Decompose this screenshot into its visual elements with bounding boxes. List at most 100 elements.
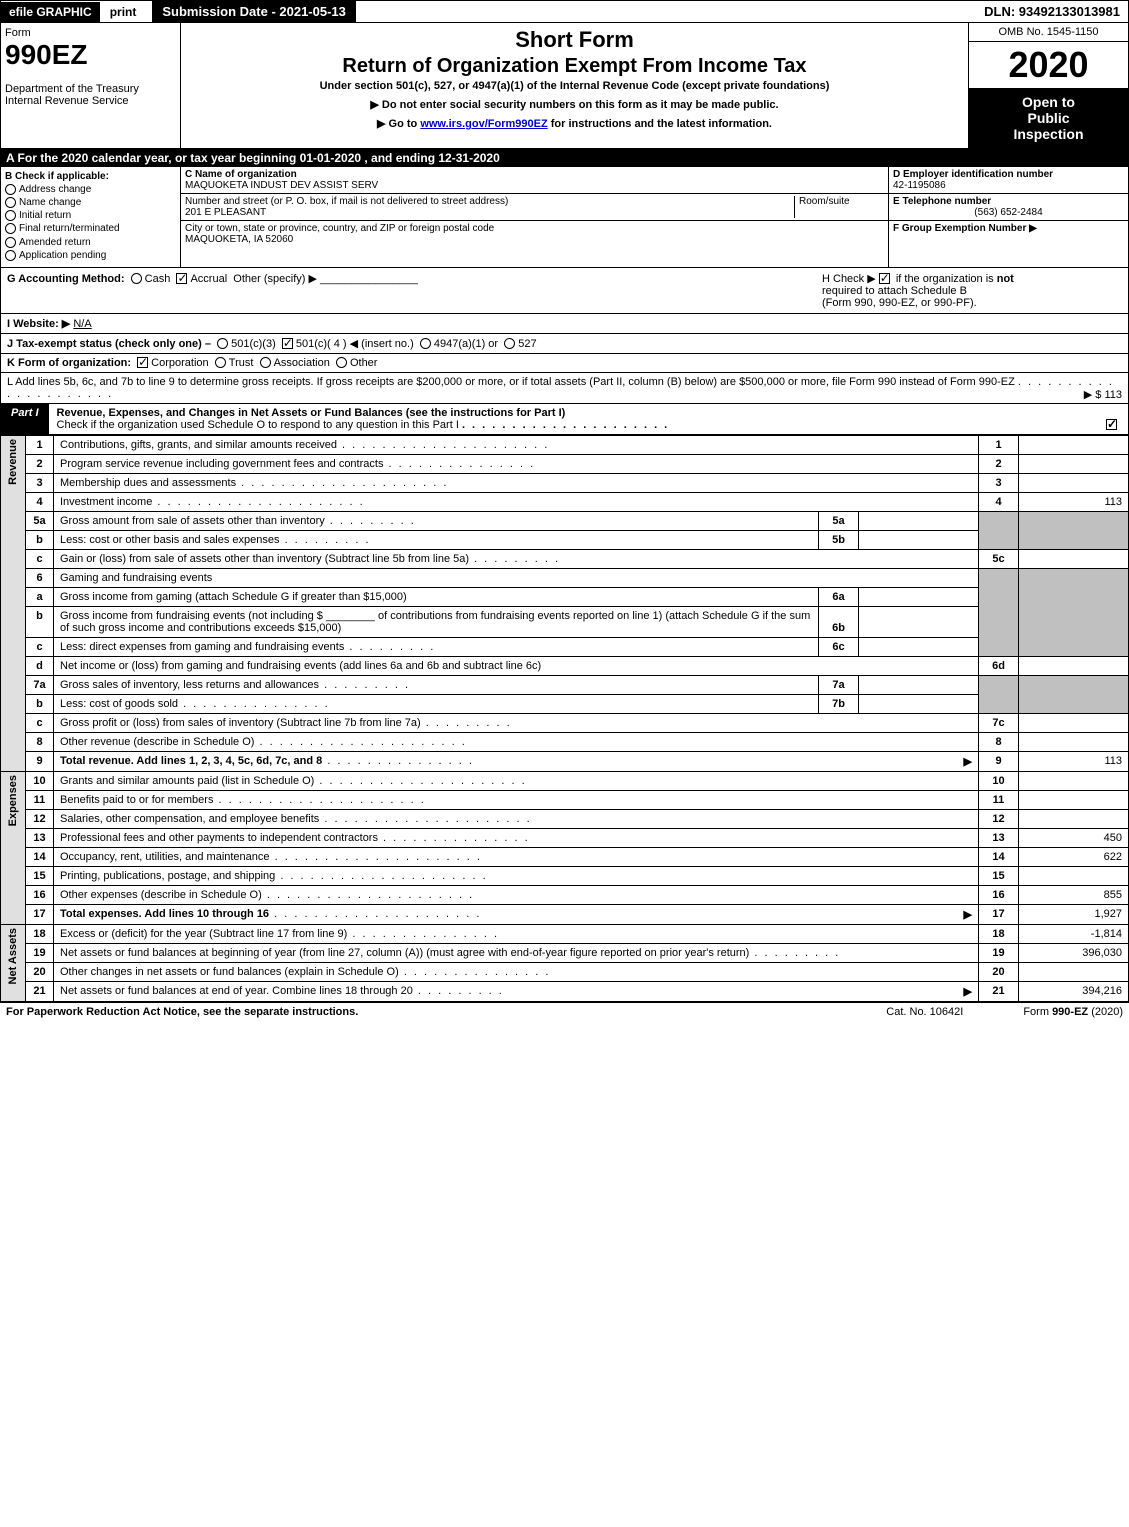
line-3-val <box>1019 473 1129 492</box>
line-6b-num: b <box>26 606 54 637</box>
checkbox-initial-return[interactable] <box>5 210 16 221</box>
shaded-7ab-val <box>1019 675 1129 713</box>
section-b-label: B Check if applicable: <box>5 171 176 182</box>
line-9-rnum: 9 <box>979 751 1019 771</box>
checkbox-final-return[interactable] <box>5 223 16 234</box>
top-bar: efile GRAPHIC print Submission Date - 20… <box>0 0 1129 23</box>
radio-527[interactable] <box>504 338 515 349</box>
line-2-val <box>1019 454 1129 473</box>
radio-4947[interactable] <box>420 338 431 349</box>
irs-link[interactable]: www.irs.gov/Form990EZ <box>420 118 547 130</box>
tax-year-row: A For the 2020 calendar year, or tax yea… <box>0 149 1129 167</box>
line-7c-desc: Gross profit or (loss) from sales of inv… <box>60 717 421 729</box>
line-5b-sval <box>859 530 979 549</box>
line-6c-desc: Less: direct expenses from gaming and fu… <box>60 641 344 653</box>
line-l-amount: ▶ $ 113 <box>1084 388 1122 401</box>
website-row: I Website: ▶ N/A <box>0 314 1129 334</box>
table-row: 2 Program service revenue including gove… <box>1 454 1129 473</box>
checkbox-501c[interactable] <box>282 338 293 349</box>
radio-association[interactable] <box>260 357 271 368</box>
header-left: Form 990EZ Department of the Treasury In… <box>1 23 181 148</box>
checkbox-accrual[interactable] <box>176 273 187 284</box>
accounting-label: G Accounting Method: <box>7 273 125 285</box>
line-15-num: 15 <box>26 866 54 885</box>
street-label: Number and street (or P. O. box, if mail… <box>185 196 794 207</box>
line-8-rnum: 8 <box>979 732 1019 751</box>
line-6c-num: c <box>26 637 54 656</box>
line-13-desc: Professional fees and other payments to … <box>60 832 378 844</box>
line-9-val: 113 <box>1019 751 1129 771</box>
line-19-desc: Net assets or fund balances at beginning… <box>60 947 749 959</box>
line-6-desc: Gaming and fundraising events <box>54 568 979 587</box>
form-org-label: K Form of organization: <box>7 357 131 369</box>
table-row: c Gross profit or (loss) from sales of i… <box>1 713 1129 732</box>
line-2-desc: Program service revenue including govern… <box>60 458 383 470</box>
radio-trust[interactable] <box>215 357 226 368</box>
line-11-val <box>1019 790 1129 809</box>
netassets-sidebar: Net Assets <box>1 924 26 1001</box>
radio-cash[interactable] <box>131 273 142 284</box>
checkbox-amended-return[interactable] <box>5 237 16 248</box>
line-7a-num: 7a <box>26 675 54 694</box>
print-button[interactable]: print <box>102 2 145 22</box>
table-row: 16 Other expenses (describe in Schedule … <box>1 885 1129 904</box>
table-row: Expenses 10 Grants and similar amounts p… <box>1 771 1129 790</box>
line-16-desc: Other expenses (describe in Schedule O) <box>60 889 262 901</box>
line-20-num: 20 <box>26 962 54 981</box>
expenses-sidebar: Expenses <box>1 771 26 924</box>
checkbox-corporation[interactable] <box>137 357 148 368</box>
phone-value: (563) 652-2484 <box>893 207 1124 218</box>
line-7b-sval <box>859 694 979 713</box>
line-19-num: 19 <box>26 943 54 962</box>
line-14-desc: Occupancy, rent, utilities, and maintena… <box>60 851 270 863</box>
line-17-num: 17 <box>26 904 54 924</box>
label-501c3: 501(c)(3) <box>231 338 276 350</box>
table-row: 11 Benefits paid to or for members 11 <box>1 790 1129 809</box>
section-b: B Check if applicable: Address change Na… <box>1 167 181 267</box>
label-accrual: Accrual <box>190 273 227 285</box>
table-row: 17 Total expenses. Add lines 10 through … <box>1 904 1129 924</box>
part-1-title: Revenue, Expenses, and Changes in Net As… <box>49 404 1128 434</box>
label-amended-return: Amended return <box>19 237 91 248</box>
line-6b-sval <box>859 606 979 637</box>
line-1-val <box>1019 435 1129 454</box>
line-6-num: 6 <box>26 568 54 587</box>
line-6d-rnum: 6d <box>979 656 1019 675</box>
label-501c: 501(c)( 4 ) ◀ (insert no.) <box>296 338 414 350</box>
radio-501c3[interactable] <box>217 338 228 349</box>
line-5b-num: b <box>26 530 54 549</box>
line-5c-rnum: 5c <box>979 549 1019 568</box>
header-right: OMB No. 1545-1150 2020 Open to Public In… <box>968 23 1128 148</box>
checkbox-address-change[interactable] <box>5 184 16 195</box>
part-1-check-line: Check if the organization used Schedule … <box>57 419 459 431</box>
line-12-num: 12 <box>26 809 54 828</box>
section-h: H Check ▶ if the organization is not req… <box>822 272 1122 309</box>
form-number: 990EZ <box>5 39 176 71</box>
radio-other-org[interactable] <box>336 357 347 368</box>
efile-button[interactable]: efile GRAPHIC <box>1 2 102 22</box>
line-7b-num: b <box>26 694 54 713</box>
checkbox-name-change[interactable] <box>5 197 16 208</box>
dept-treasury: Department of the Treasury <box>5 83 139 95</box>
table-row: 14 Occupancy, rent, utilities, and maint… <box>1 847 1129 866</box>
line-4-val: 113 <box>1019 492 1129 511</box>
line-20-desc: Other changes in net assets or fund bala… <box>60 966 399 978</box>
checkbox-schedule-o[interactable] <box>1106 419 1117 430</box>
line-5a-desc: Gross amount from sale of assets other t… <box>60 515 325 527</box>
table-row: 12 Salaries, other compensation, and emp… <box>1 809 1129 828</box>
label-other-org: Other <box>350 357 378 369</box>
table-row: a Gross income from gaming (attach Sched… <box>1 587 1129 606</box>
org-name-value: MAQUOKETA INDUST DEV ASSIST SERV <box>185 180 884 191</box>
room-suite-label: Room/suite <box>794 196 884 218</box>
line-7a-snum: 7a <box>819 675 859 694</box>
line-2-rnum: 2 <box>979 454 1019 473</box>
checkbox-h[interactable] <box>879 273 890 284</box>
line-5a-snum: 5a <box>819 511 859 530</box>
line-5b-desc: Less: cost or other basis and sales expe… <box>60 534 280 546</box>
line-6a-num: a <box>26 587 54 606</box>
line-3-desc: Membership dues and assessments <box>60 477 236 489</box>
checkbox-application-pending[interactable] <box>5 250 16 261</box>
group-exemption-label: F Group Exemption Number ▶ <box>893 223 1124 234</box>
line-6c-sval <box>859 637 979 656</box>
line-3-num: 3 <box>26 473 54 492</box>
